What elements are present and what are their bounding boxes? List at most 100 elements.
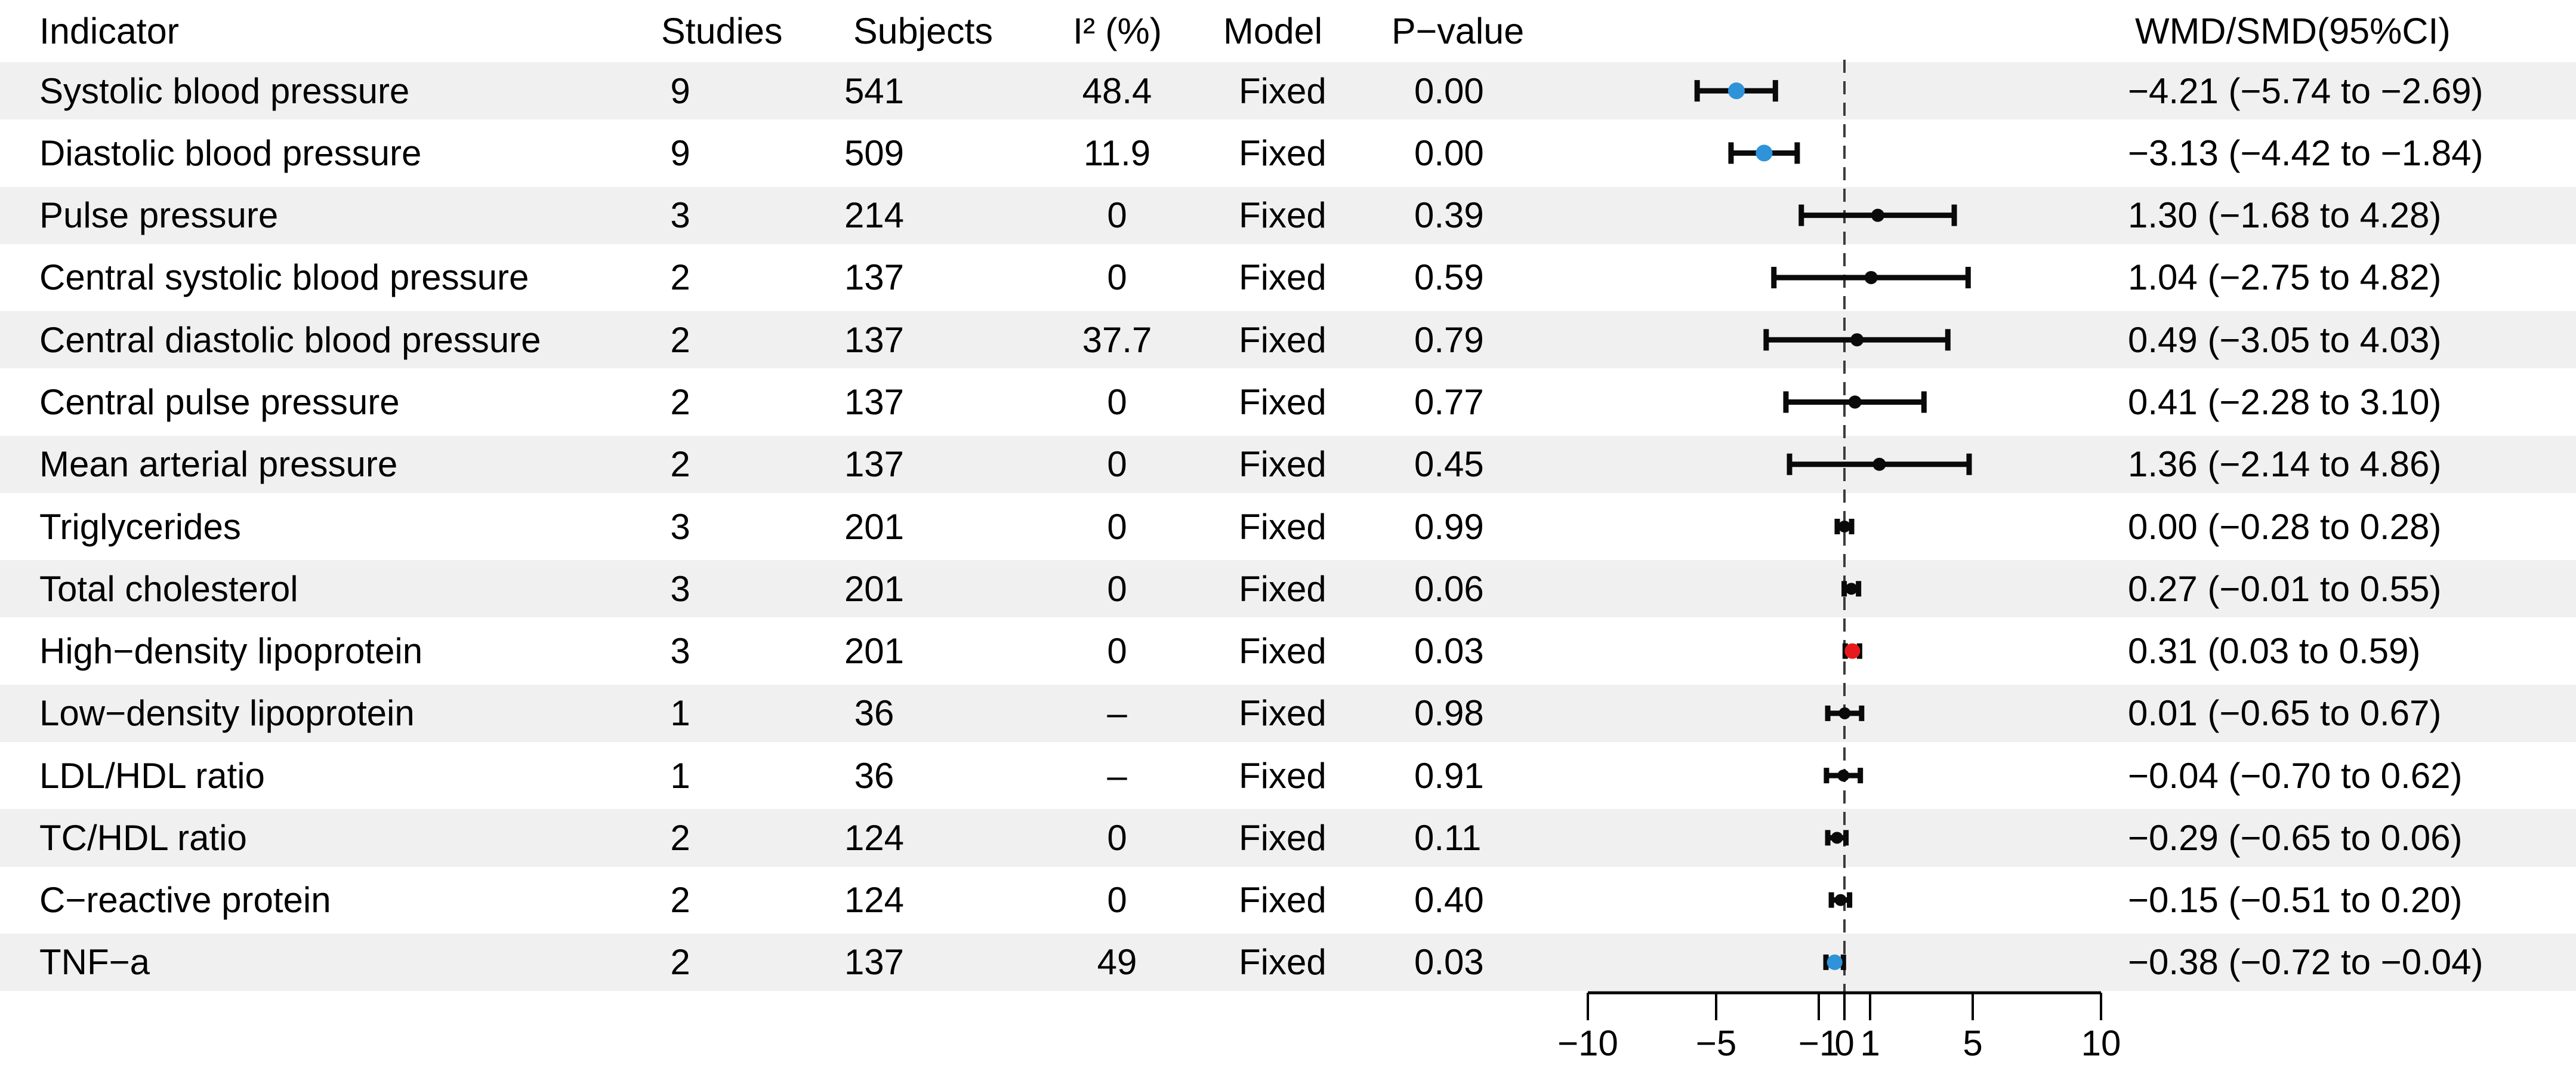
cell-subjects: 137 [844, 444, 905, 485]
cell-studies: 9 [670, 70, 690, 111]
cell-model: Fixed [1239, 133, 1326, 173]
x-axis-tick-label: 0 [1834, 1023, 1854, 1063]
x-axis-tick-label: 5 [1963, 1023, 1982, 1063]
table-row: Central pulse pressure 2 137 0 Fixed 0.77 0.41… [0, 371, 2576, 433]
cell-model: Fixed [1239, 631, 1326, 672]
row-stripe [0, 186, 2576, 244]
cell-subjects: 137 [844, 381, 905, 422]
cell-pvalue: 0.99 [1414, 506, 1484, 547]
cell-pvalue: 0.00 [1414, 70, 1484, 111]
cell-model: Fixed [1239, 381, 1326, 422]
column-header-wmd-smd-ci: WMD/SMD(95%CI) [2135, 11, 2451, 51]
cell-studies: 2 [670, 381, 690, 422]
cell-studies: 3 [670, 195, 690, 236]
cell-i-squared: 49 [1097, 942, 1137, 983]
row-stripe [0, 435, 2576, 493]
cell-wmd-smd-ci: 1.04 (−2.75 to 4.82) [2128, 257, 2442, 298]
cell-studies: 3 [670, 631, 690, 672]
cell-wmd-smd-ci: 1.36 (−2.14 to 4.86) [2128, 444, 2442, 485]
cell-subjects: 541 [844, 70, 905, 111]
table-row: Pulse pressure 3 214 0 Fixed 0.39 1.30 (−1.68 … [0, 184, 2576, 247]
cell-subjects: 124 [844, 817, 905, 858]
cell-wmd-smd-ci: 1.30 (−1.68 to 4.28) [2128, 195, 2442, 236]
cell-indicator: LDL/HDL ratio [39, 755, 265, 796]
cell-indicator: Central pulse pressure [39, 381, 400, 422]
cell-pvalue: 0.03 [1414, 631, 1484, 672]
cell-pvalue: 0.45 [1414, 444, 1484, 485]
cell-wmd-smd-ci: −0.38 (−0.72 to −0.04) [2128, 942, 2484, 983]
cell-indicator: Central systolic blood pressure [39, 257, 529, 298]
cell-i-squared: 0 [1107, 631, 1127, 672]
cell-studies: 3 [670, 568, 690, 609]
cell-i-squared: 0 [1107, 381, 1127, 422]
cell-model: Fixed [1239, 568, 1326, 609]
row-stripe [0, 62, 2576, 120]
cell-wmd-smd-ci: 0.01 (−0.65 to 0.67) [2128, 693, 2442, 734]
table-row: Central diastolic blood pressure 2 137 37.7… [0, 309, 2576, 371]
cell-pvalue: 0.98 [1414, 693, 1484, 734]
cell-indicator: TNF−a [39, 942, 150, 983]
cell-wmd-smd-ci: 0.49 (−3.05 to 4.03) [2128, 319, 2442, 360]
cell-wmd-smd-ci: 0.27 (−0.01 to 0.55) [2128, 568, 2442, 609]
x-axis-tick-label: 10 [2081, 1023, 2121, 1063]
cell-i-squared: 0 [1107, 444, 1127, 485]
cell-model: Fixed [1239, 195, 1326, 236]
cell-pvalue: 0.40 [1414, 880, 1484, 921]
row-stripe [0, 809, 2576, 867]
cell-model: Fixed [1239, 693, 1326, 734]
cell-subjects: 201 [844, 631, 905, 672]
cell-wmd-smd-ci: −3.13 (−4.42 to −1.84) [2128, 133, 2484, 173]
cell-i-squared: 0 [1107, 568, 1127, 609]
row-stripe [0, 311, 2576, 369]
cell-subjects: 509 [844, 133, 905, 173]
cell-subjects: 201 [844, 568, 905, 609]
cell-wmd-smd-ci: 0.00 (−0.28 to 0.28) [2128, 506, 2442, 547]
cell-subjects: 201 [844, 506, 905, 547]
cell-indicator: Triglycerides [39, 506, 241, 547]
cell-pvalue: 0.03 [1414, 942, 1484, 983]
cell-subjects: 36 [854, 755, 894, 796]
table-row: Central systolic blood pressure 2 137 0 Fixe… [0, 247, 2576, 309]
cell-model: Fixed [1239, 70, 1326, 111]
table-row: C−reactive protein 2 124 0 Fixed 0.40 −0.15 (−… [0, 869, 2576, 931]
cell-indicator: Low−density lipoprotein [39, 693, 415, 734]
cell-pvalue: 0.11 [1414, 817, 1482, 858]
cell-subjects: 124 [844, 880, 905, 921]
column-header-i-squared: I² (%) [1073, 11, 1162, 51]
cell-model: Fixed [1239, 319, 1326, 360]
cell-i-squared: 0 [1107, 195, 1127, 236]
cell-subjects: 137 [844, 942, 905, 983]
cell-wmd-smd-ci: −4.21 (−5.74 to −2.69) [2128, 70, 2484, 111]
column-header-indicator: Indicator [39, 11, 179, 51]
cell-subjects: 137 [844, 319, 905, 360]
cell-pvalue: 0.06 [1414, 568, 1484, 609]
cell-i-squared: – [1107, 693, 1127, 734]
table-row: Mean arterial pressure 2 137 0 Fixed 0.45 1.36… [0, 433, 2576, 495]
column-header-subjects: Subjects [853, 11, 993, 51]
x-axis-tick-label: −1 [1798, 1023, 1839, 1063]
cell-i-squared: 0 [1107, 506, 1127, 547]
cell-model: Fixed [1239, 506, 1326, 547]
cell-i-squared: 0 [1107, 880, 1127, 921]
cell-indicator: Pulse pressure [39, 195, 279, 236]
cell-i-squared: 48.4 [1082, 70, 1152, 111]
cell-model: Fixed [1239, 817, 1326, 858]
cell-wmd-smd-ci: 0.31 (0.03 to 0.59) [2128, 631, 2421, 672]
cell-indicator: C−reactive protein [39, 880, 331, 921]
cell-indicator: Mean arterial pressure [39, 444, 398, 485]
row-stripe [0, 933, 2576, 992]
cell-indicator: Systolic blood pressure [39, 70, 410, 111]
cell-subjects: 36 [854, 693, 894, 734]
cell-studies: 2 [670, 817, 690, 858]
cell-studies: 9 [670, 133, 690, 173]
cell-i-squared: – [1107, 755, 1127, 796]
cell-indicator: High−density lipoprotein [39, 631, 423, 672]
cell-model: Fixed [1239, 755, 1326, 796]
cell-model: Fixed [1239, 444, 1326, 485]
cell-indicator: Diastolic blood pressure [39, 133, 422, 173]
cell-wmd-smd-ci: −0.15 (−0.51 to 0.20) [2128, 880, 2463, 921]
x-axis-tick-label: −5 [1696, 1023, 1736, 1063]
cell-studies: 2 [670, 942, 690, 983]
table-row: LDL/HDL ratio 1 36 – Fixed 0.91 −0.04 (−0.70 t… [0, 744, 2576, 807]
cell-pvalue: 0.79 [1414, 319, 1484, 360]
